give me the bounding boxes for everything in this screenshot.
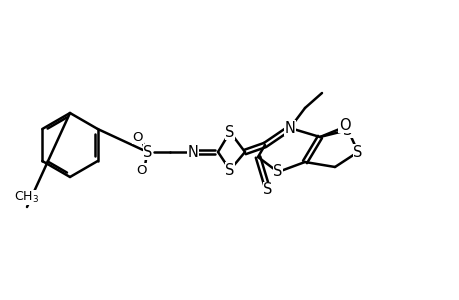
Text: S: S — [342, 122, 352, 137]
Text: S: S — [273, 164, 282, 179]
Text: N: N — [284, 121, 295, 136]
Text: O: O — [133, 130, 143, 143]
Text: O: O — [338, 118, 350, 133]
Text: S: S — [225, 124, 234, 140]
Text: O: O — [136, 164, 147, 176]
Text: S: S — [225, 163, 234, 178]
Text: CH$_3$: CH$_3$ — [14, 190, 39, 205]
Text: N: N — [187, 145, 198, 160]
Text: S: S — [353, 145, 362, 160]
Text: S: S — [263, 182, 272, 197]
Text: S: S — [143, 145, 152, 160]
